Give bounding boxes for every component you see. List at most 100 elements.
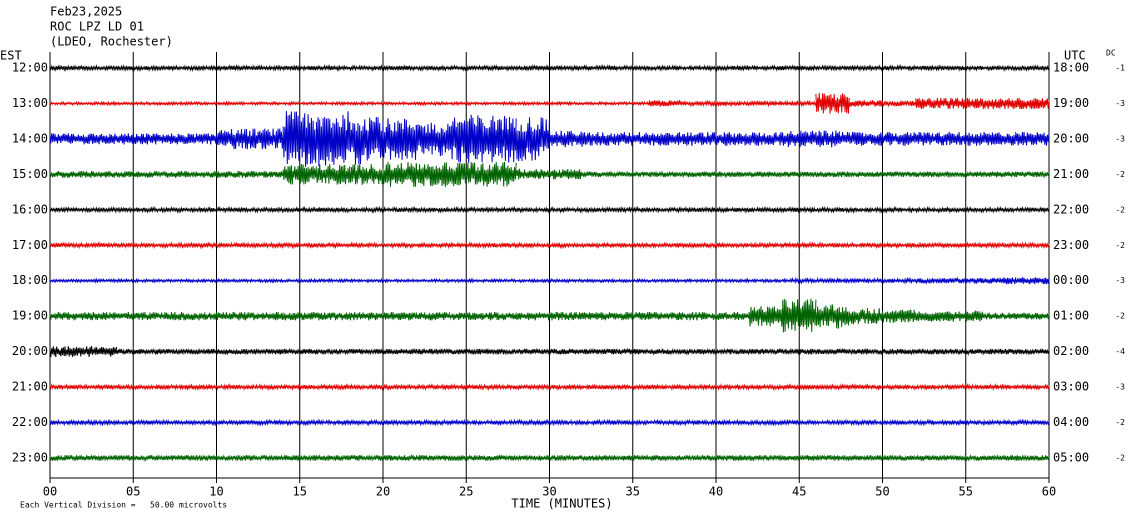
- trace-segment: [648, 383, 684, 391]
- trace-segment: [116, 133, 151, 145]
- x-tick-label: 55: [959, 485, 973, 499]
- trace-segment: [882, 348, 917, 356]
- trace-segment: [315, 454, 351, 462]
- trace-segment: [449, 205, 484, 214]
- trace-segment: [981, 98, 1017, 110]
- trace-segment: [382, 348, 417, 355]
- trace-segment: [82, 64, 118, 72]
- dc-value: -2: [1115, 453, 1125, 462]
- trace-segment: [82, 241, 118, 249]
- trace-segment: [382, 64, 417, 72]
- trace-segment: [1015, 206, 1050, 214]
- trace-segment: [615, 347, 650, 356]
- trace-segment: [615, 132, 650, 146]
- trace-segment: [848, 418, 883, 427]
- trace-segment: [116, 277, 151, 284]
- trace-segment: [648, 241, 684, 249]
- trace-segment: [382, 383, 417, 391]
- trace-segment: [915, 132, 950, 146]
- trace-segment: [948, 276, 983, 285]
- trace-segment: [748, 206, 784, 214]
- trace-segment: [515, 454, 550, 462]
- trace-segment: [981, 241, 1017, 250]
- trace-segment: [149, 241, 184, 250]
- trace-segment: [182, 206, 217, 214]
- trace-segment: [515, 347, 550, 356]
- trace-segment: [715, 132, 750, 146]
- trace-segment: [449, 312, 484, 321]
- trace-segment: [582, 206, 617, 214]
- dc-value: -2: [1115, 170, 1125, 179]
- est-label: 13:00: [12, 96, 48, 110]
- trace-segment: [482, 100, 517, 107]
- trace-segment: [216, 241, 251, 249]
- trace-segment: [482, 205, 517, 214]
- trace-segment: [748, 347, 784, 356]
- trace-segment: [1015, 348, 1050, 356]
- trace-segment: [1015, 312, 1050, 320]
- trace-segment: [482, 64, 517, 72]
- trace-segment: [582, 383, 617, 391]
- trace-segment: [815, 454, 850, 462]
- trace-segment: [915, 454, 950, 462]
- trace-segment: [915, 241, 950, 249]
- trace-segment: [948, 131, 983, 146]
- est-label: 20:00: [12, 344, 48, 358]
- trace-segment: [582, 170, 617, 179]
- est-label: 14:00: [12, 131, 48, 145]
- dc-value: -2: [1115, 418, 1125, 427]
- utc-label: 23:00: [1053, 238, 1089, 252]
- scale-note: Each Vertical Division = 50.00 microvolt…: [20, 501, 227, 510]
- trace-segment: [449, 64, 484, 72]
- trace-segment: [315, 277, 351, 284]
- trace-segment: [49, 383, 84, 391]
- trace-segment: [748, 99, 784, 108]
- trace-segment: [549, 64, 584, 72]
- trace-segment: [682, 205, 717, 214]
- trace-segment: [315, 100, 351, 107]
- trace-segment: [748, 277, 784, 284]
- trace-segment: [449, 277, 484, 284]
- trace-segment: [882, 276, 917, 285]
- trace-segment: [282, 418, 317, 427]
- trace-segment: [615, 100, 650, 107]
- trace-segment: [615, 170, 650, 178]
- trace-segment: [216, 64, 251, 72]
- trace-segment: [149, 277, 184, 284]
- station: ROC LPZ LD 01: [50, 20, 144, 34]
- trace-segment: [382, 205, 417, 214]
- est-label: 21:00: [12, 380, 48, 394]
- dc-value: -4: [1115, 347, 1125, 356]
- trace-segment: [315, 312, 351, 321]
- trace-segment: [948, 170, 983, 179]
- trace-segment: [216, 419, 251, 427]
- est-label: 12:00: [12, 61, 48, 75]
- trace-segment: [582, 241, 617, 249]
- trace-segment: [449, 100, 484, 107]
- trace-segment: [216, 348, 251, 356]
- trace-segment: [549, 418, 584, 427]
- trace-segment: [848, 276, 883, 285]
- trace-segment: [549, 277, 584, 284]
- trace-segment: [349, 383, 384, 391]
- trace-segment: [249, 206, 284, 214]
- trace-segment: [715, 311, 750, 321]
- trace-segment: [216, 277, 251, 284]
- trace-segment: [648, 132, 684, 146]
- trace-segment: [582, 100, 617, 107]
- trace-segment: [782, 298, 817, 333]
- trace-segment: [116, 100, 151, 107]
- trace-segment: [1015, 418, 1050, 426]
- trace-segment: [149, 347, 184, 356]
- trace-segment: [82, 418, 118, 427]
- trace-segment: [981, 131, 1017, 146]
- trace-segment: [815, 347, 850, 355]
- trace-segment: [315, 111, 351, 167]
- trace-segment: [349, 418, 384, 427]
- trace-segment: [482, 115, 517, 163]
- trace-segment: [648, 311, 684, 321]
- trace-segment: [349, 205, 384, 214]
- trace-segment: [315, 418, 351, 427]
- trace-segment: [882, 64, 917, 72]
